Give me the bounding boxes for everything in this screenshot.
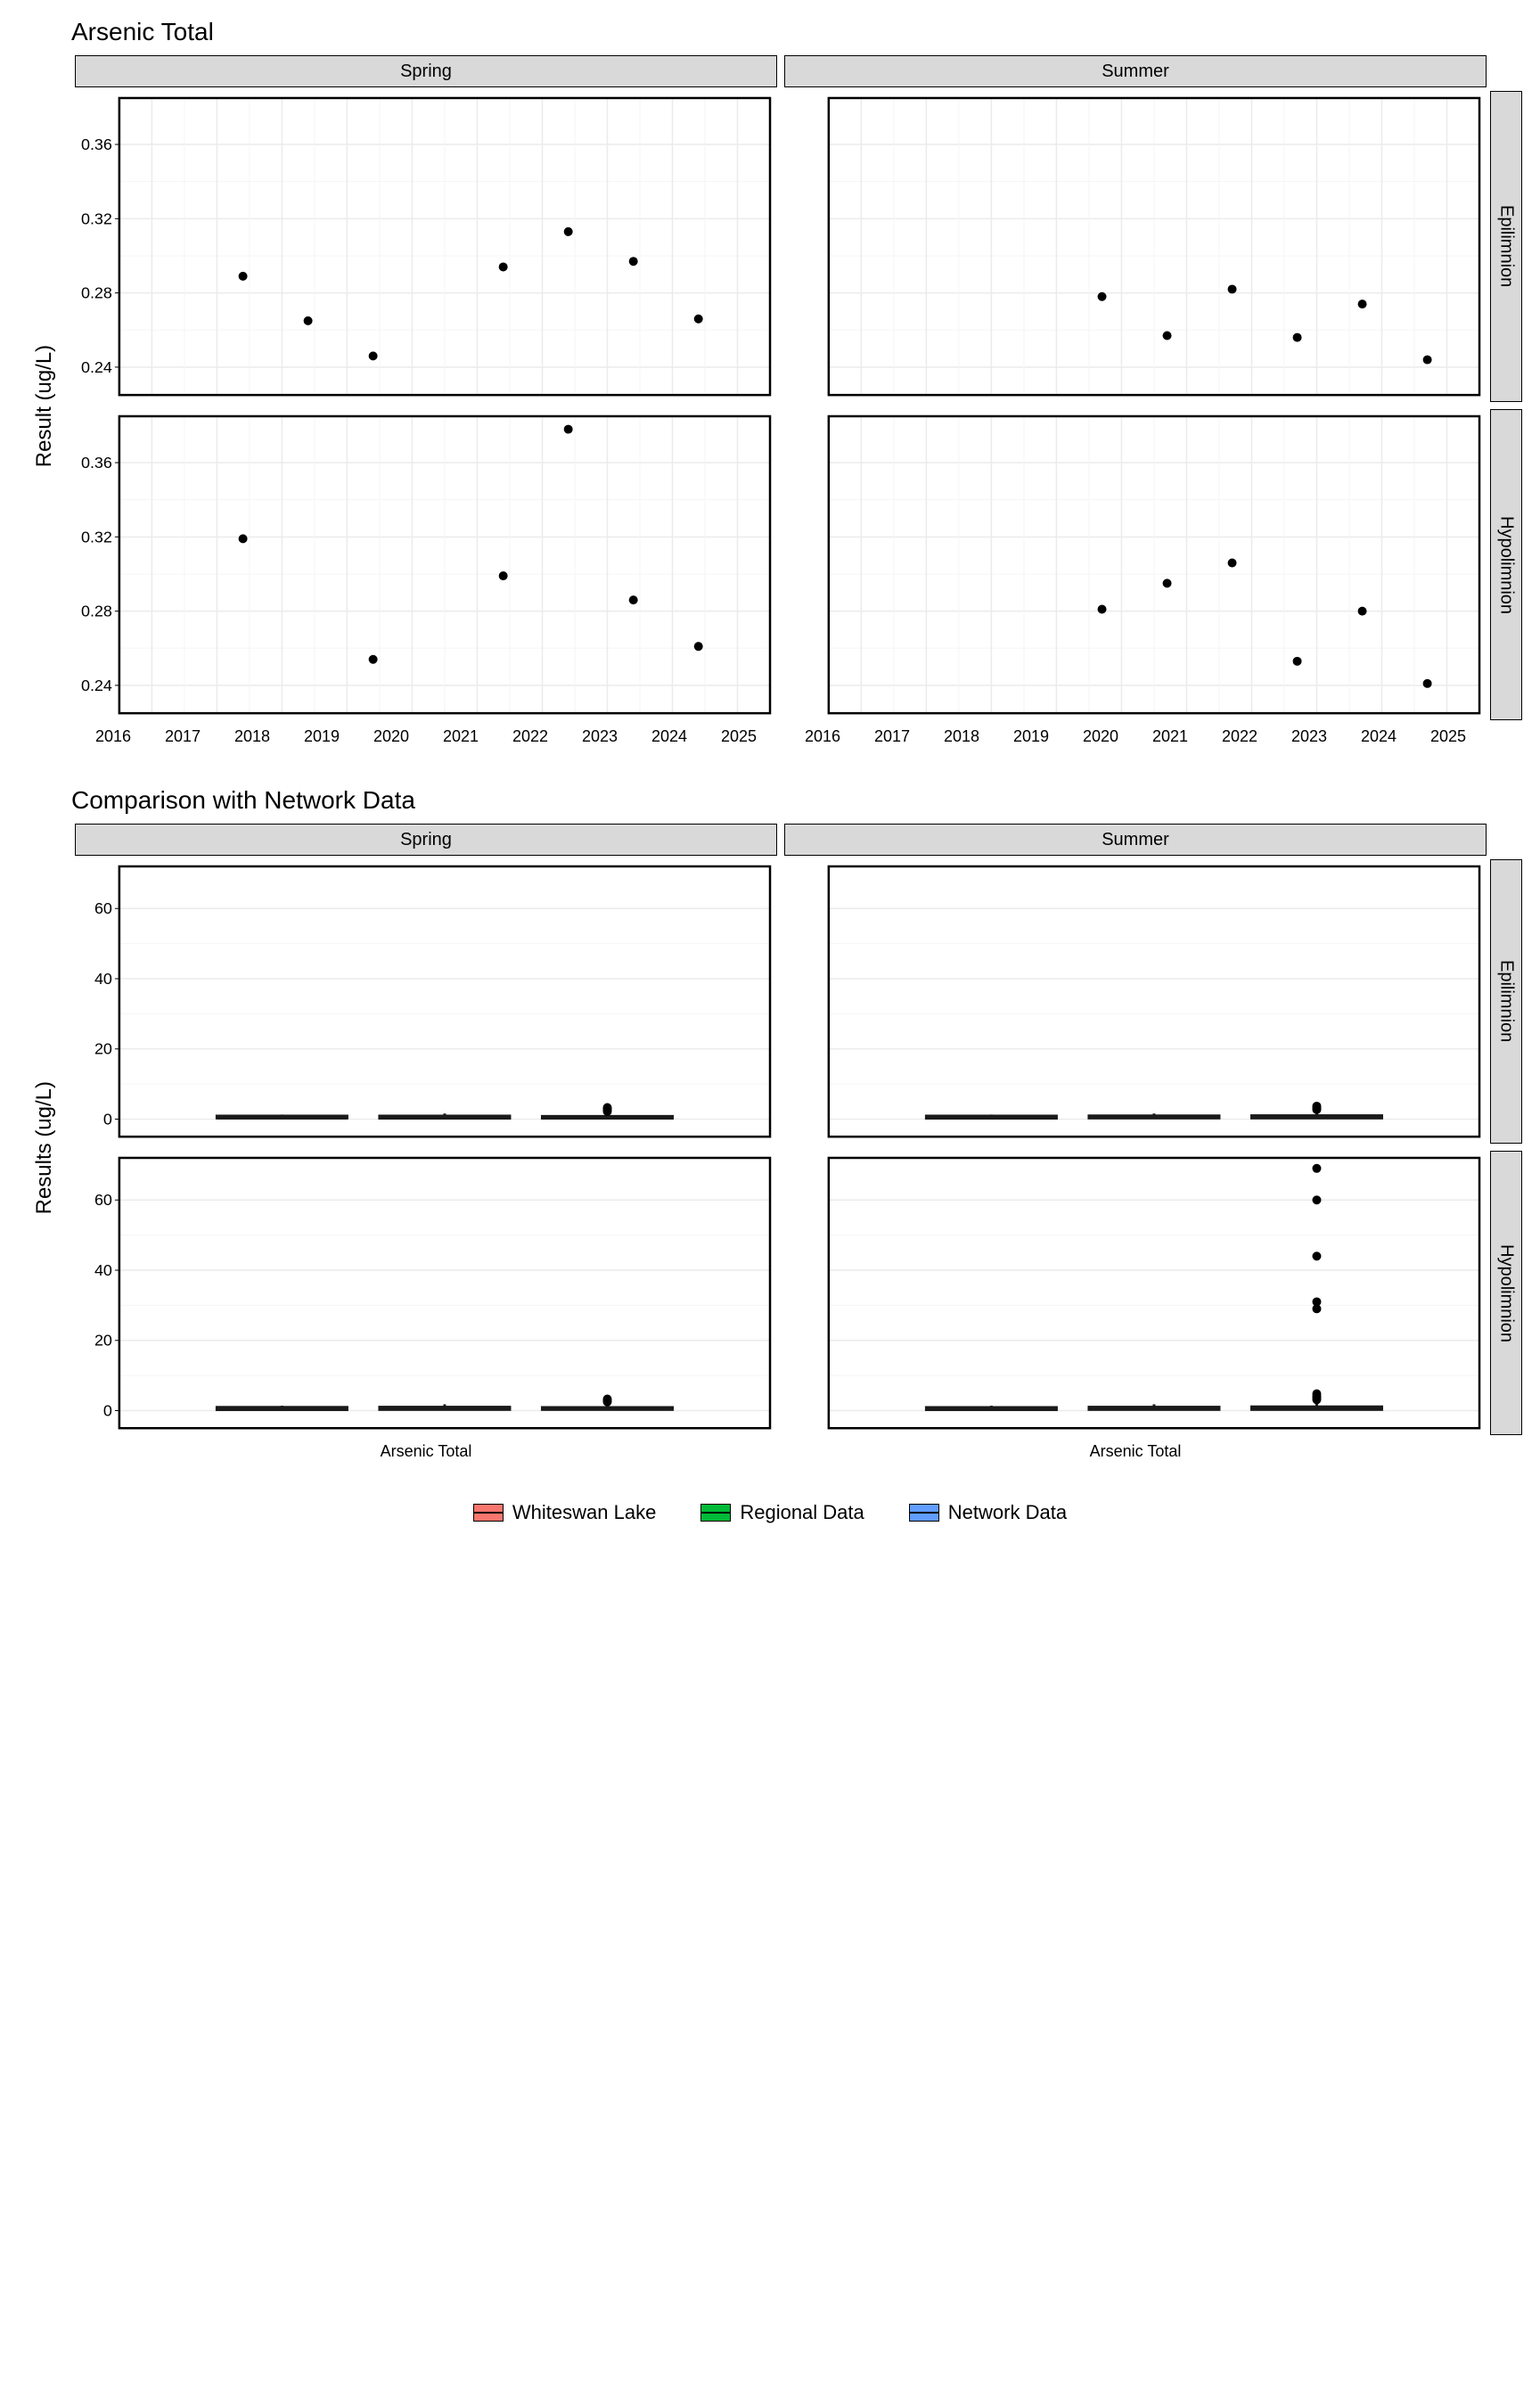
xtick: 2020 xyxy=(1083,727,1118,746)
xtick: 2024 xyxy=(651,727,687,746)
top-panel-1-0: 0.24 0.28 0.32 0.36 xyxy=(75,409,777,720)
bottom-ylabel: Results (ug/L) xyxy=(18,856,71,1439)
b-xlabel-l: Arsenic Total xyxy=(381,1442,472,1461)
top-panel-0-0: 0.24 0.28 0.32 0.36 xyxy=(75,91,777,402)
col-strip-spring: Spring xyxy=(75,55,777,87)
svg-text:40: 40 xyxy=(94,970,112,988)
svg-text:0: 0 xyxy=(103,1111,112,1128)
figure: Arsenic Total Spring Summer Result (ug/L… xyxy=(18,18,1522,1524)
xtick: 2023 xyxy=(1291,727,1327,746)
svg-text:60: 60 xyxy=(94,1191,112,1209)
legend-swatch xyxy=(473,1504,504,1522)
legend-item: Regional Data xyxy=(700,1501,864,1524)
xtick: 2019 xyxy=(304,727,340,746)
xtick: 2020 xyxy=(373,727,409,746)
xtick: 2023 xyxy=(582,727,618,746)
top-ylabel: Result (ug/L) xyxy=(18,87,71,724)
legend-label: Whiteswan Lake xyxy=(512,1501,656,1524)
legend-item: Whiteswan Lake xyxy=(473,1501,656,1524)
svg-text:0.24: 0.24 xyxy=(81,358,112,376)
top-title: Arsenic Total xyxy=(71,18,1522,46)
svg-text:0.32: 0.32 xyxy=(81,209,112,227)
legend-label: Regional Data xyxy=(740,1501,864,1524)
svg-text:0: 0 xyxy=(103,1402,112,1420)
xtick: 2025 xyxy=(1430,727,1466,746)
svg-text:0.36: 0.36 xyxy=(81,135,112,153)
xtick: 2018 xyxy=(234,727,270,746)
b-row-strip-hypo: Hypolimnion xyxy=(1490,1151,1522,1435)
xtick: 2017 xyxy=(874,727,910,746)
svg-text:20: 20 xyxy=(94,1040,112,1058)
top-xaxis: 2016 2017 2018 2019 2020 2021 2022 2023 2024 2025… xyxy=(71,724,1490,756)
b-row-strip-epi: Epilimnion xyxy=(1490,859,1522,1144)
top-panel-0-1 xyxy=(784,91,1487,402)
svg-text:20: 20 xyxy=(94,1332,112,1350)
xtick: 2018 xyxy=(944,727,979,746)
legend-swatch xyxy=(700,1504,731,1522)
row-strip-hypo: Hypolimnion xyxy=(1490,409,1522,720)
xtick: 2019 xyxy=(1013,727,1049,746)
svg-text:0.36: 0.36 xyxy=(81,454,112,472)
xtick: 2016 xyxy=(95,727,131,746)
xtick: 2022 xyxy=(1222,727,1257,746)
bottom-facet-grid: Spring Summer Results (ug/L) 0 20 40 60 Epi… xyxy=(18,824,1522,1465)
b-xlabel-r: Arsenic Total xyxy=(1090,1442,1182,1461)
legend-label: Network Data xyxy=(948,1501,1067,1524)
b-col-strip-spring: Spring xyxy=(75,824,777,856)
b-panel-0-0: 0 20 40 60 xyxy=(75,859,777,1144)
xtick: 2021 xyxy=(443,727,479,746)
xtick: 2016 xyxy=(805,727,840,746)
bottom-xaxis: Arsenic Total Arsenic Total xyxy=(71,1439,1490,1471)
col-strip-summer: Summer xyxy=(784,55,1487,87)
b-panel-1-0: 0 20 40 60 xyxy=(75,1151,777,1435)
svg-text:0.24: 0.24 xyxy=(81,677,112,694)
svg-text:0.32: 0.32 xyxy=(81,528,112,546)
xtick: 2022 xyxy=(512,727,548,746)
svg-text:0.28: 0.28 xyxy=(81,284,112,302)
svg-text:40: 40 xyxy=(94,1261,112,1279)
legend-swatch xyxy=(909,1504,939,1522)
top-panel-1-1 xyxy=(784,409,1487,720)
row-strip-epi: Epilimnion xyxy=(1490,91,1522,402)
b-panel-0-1 xyxy=(784,859,1487,1144)
legend: Whiteswan Lake Regional Data Network Data xyxy=(18,1501,1522,1524)
xtick: 2024 xyxy=(1361,727,1397,746)
xtick: 2025 xyxy=(721,727,757,746)
xtick: 2021 xyxy=(1152,727,1188,746)
top-facet-grid: Spring Summer Result (ug/L) 0.24 0.28 0.32… xyxy=(18,55,1522,751)
xtick: 2017 xyxy=(165,727,201,746)
bottom-title: Comparison with Network Data xyxy=(71,786,1522,815)
svg-text:0.28: 0.28 xyxy=(81,603,112,620)
b-col-strip-summer: Summer xyxy=(784,824,1487,856)
svg-text:60: 60 xyxy=(94,899,112,917)
b-panel-1-1 xyxy=(784,1151,1487,1435)
legend-item: Network Data xyxy=(909,1501,1067,1524)
